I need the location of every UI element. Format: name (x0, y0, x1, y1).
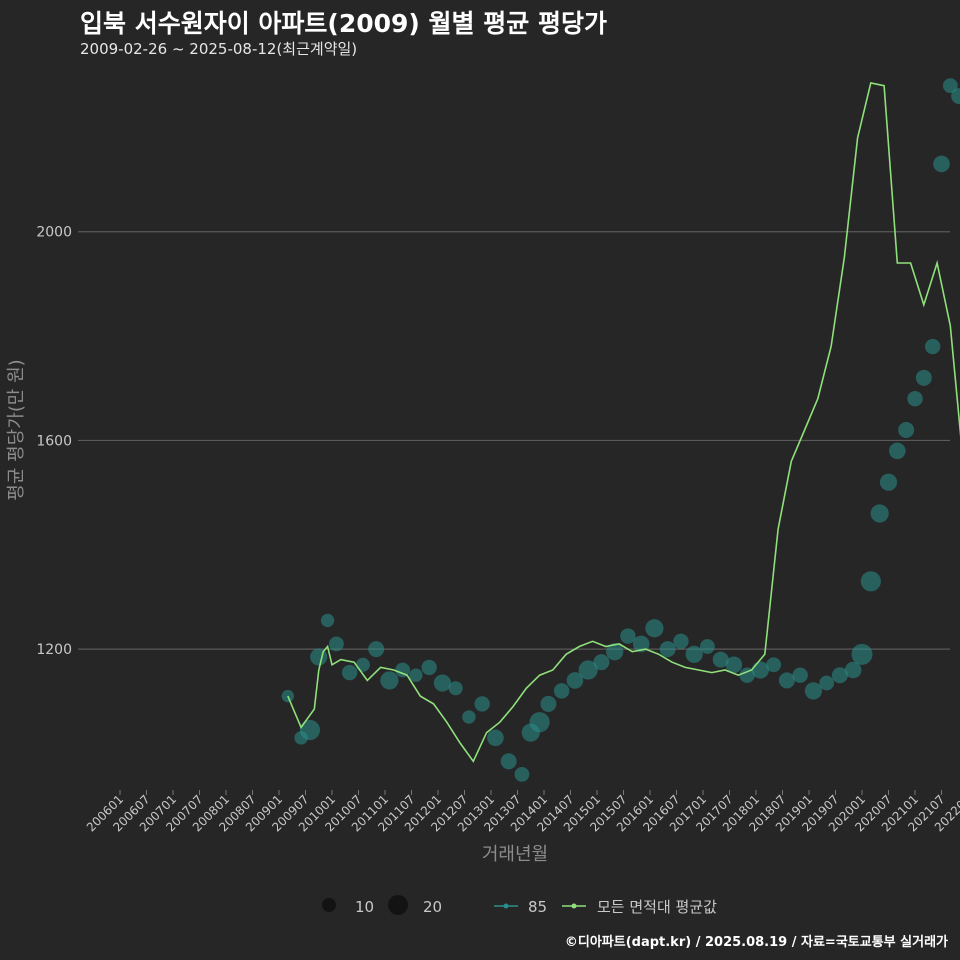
scatter-point (500, 753, 517, 770)
scatter-point (395, 662, 411, 678)
scatter-point (514, 766, 530, 782)
legend-size-20-label: 20 (423, 898, 442, 916)
source-caption: ©디아파트(dapt.kr) / 2025.08.19 / 자료=국토교통부 실… (564, 935, 948, 950)
scatter-point (915, 369, 932, 386)
legend-size-20-swatch (388, 895, 408, 915)
scatter-point (320, 613, 335, 628)
scatter-point (725, 656, 743, 674)
scatter-point (421, 659, 437, 676)
legend-average-label: 모든 면적대 평균값 (597, 898, 717, 916)
scatter-points (281, 78, 960, 782)
average-price-line (287, 82, 960, 763)
grid-layer (78, 231, 950, 650)
scatter-point (462, 710, 476, 724)
scatter-point (879, 473, 898, 491)
x-axis-ticks: 2006012006072007012007072008012008072009… (84, 790, 960, 835)
scatter-point (529, 712, 550, 733)
scatter-point (924, 338, 941, 355)
legend-size-10-swatch (322, 898, 336, 912)
scatter-point (700, 639, 715, 654)
legend-85-label: 85 (528, 898, 547, 916)
scatter-point (778, 672, 795, 689)
scatter-point (907, 390, 923, 407)
scatter-point (368, 641, 385, 658)
y-axis-title: 평균 평당가(만 원) (6, 359, 27, 500)
scatter-point (792, 667, 808, 683)
scatter-point (329, 636, 344, 652)
scatter-point (487, 729, 504, 747)
scatter-point (851, 643, 873, 665)
scatter-point (341, 664, 358, 681)
scatter-point (645, 619, 664, 638)
legend-85-dot (503, 903, 509, 909)
scatter-point (739, 667, 755, 683)
legend: 10 20 85 모든 면적대 평균값 (322, 895, 717, 916)
scatter-point (540, 695, 557, 712)
y-axis-ticks: 1200 1600 2000 (36, 225, 72, 658)
y-tick-label: 1200 (36, 642, 72, 658)
scatter-point (620, 628, 636, 644)
scatter-point (448, 681, 463, 696)
scatter-point (860, 571, 881, 592)
scatter-point (870, 504, 889, 523)
scatter-point (933, 155, 950, 173)
legend-size-10-label: 10 (355, 898, 374, 916)
scatter-point (712, 651, 729, 668)
y-tick-label: 2000 (36, 225, 72, 241)
scatter-point (951, 88, 960, 105)
scatter-point (474, 696, 490, 712)
scatter-point (433, 674, 452, 692)
legend-average-dot (571, 903, 577, 909)
scatter-point (844, 661, 862, 679)
scatter-point (766, 657, 782, 673)
scatter-point (898, 422, 915, 438)
x-axis-title: 거래년월 (482, 844, 548, 865)
chart-title: 입북 서수원자이 아파트(2009) 월별 평균 평당가 (80, 9, 607, 38)
scatter-point (355, 657, 370, 672)
scatter-point (831, 667, 848, 684)
scatter-point (659, 641, 676, 658)
y-tick-label: 1600 (36, 433, 72, 449)
scatter-point (819, 675, 835, 691)
scatter-point (804, 682, 823, 700)
scatter-point (409, 668, 423, 682)
scatter-point (380, 671, 399, 690)
scatter-point (632, 635, 650, 653)
scatter-point (593, 654, 610, 671)
scatter-point (889, 442, 906, 460)
scatter-point (299, 719, 321, 741)
scatter-point (685, 645, 703, 663)
scatter-point (942, 78, 958, 94)
scatter-point (553, 683, 570, 699)
scatter-point (578, 660, 598, 680)
chart-subtitle: 2009-02-26 ~ 2025-08-12(최근계약일) (80, 40, 358, 58)
scatter-point (673, 633, 689, 650)
scatter-point (566, 672, 584, 689)
scatter-point (606, 643, 624, 661)
